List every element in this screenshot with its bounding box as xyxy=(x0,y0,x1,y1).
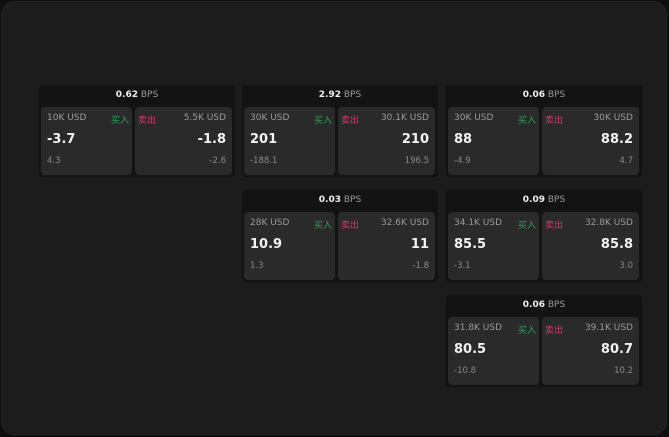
bid-change: -10.8 xyxy=(454,366,476,376)
sell-label: 卖出 xyxy=(545,221,564,231)
bid-size: 28K USD xyxy=(250,218,290,228)
sell-label: 卖出 xyxy=(138,116,157,126)
quote-card: 2.92 BPS 30K USD 买入 201 -188.1 卖出 30.1K USD 210… xyxy=(242,85,438,177)
bid-price: 88 xyxy=(454,132,473,147)
bid-size: 30K USD xyxy=(454,113,494,123)
ask-price: 85.8 xyxy=(600,237,633,252)
spread-value: 0.03 xyxy=(318,195,341,205)
spread-value: 0.62 xyxy=(115,90,138,100)
sell-panel[interactable]: 卖出 30.1K USD 210 196.5 xyxy=(338,107,435,175)
spread-header: 2.92 BPS xyxy=(242,85,438,105)
spread-header: 0.06 BPS xyxy=(446,295,642,315)
bid-size: 10K USD xyxy=(47,113,87,123)
spread-unit: BPS xyxy=(547,300,566,310)
ask-change: -2.6 xyxy=(209,156,226,166)
sell-panel[interactable]: 卖出 32.8K USD 85.8 3.0 xyxy=(542,212,639,280)
bid-price: -3.7 xyxy=(47,132,76,147)
bid-size: 31.8K USD xyxy=(454,323,503,333)
bid-change: -188.1 xyxy=(250,156,278,166)
buy-label: 买入 xyxy=(313,116,332,126)
quote-card: 0.62 BPS 10K USD 买入 -3.7 4.3 卖出 5.5K USD -1.8 -2… xyxy=(39,85,235,177)
spread-unit: BPS xyxy=(547,195,566,205)
sell-panel[interactable]: 卖出 30K USD 88.2 4.7 xyxy=(542,107,639,175)
quote-card: 0.03 BPS 28K USD 买入 10.9 1.3 卖出 32.6K USD 11 -1.… xyxy=(242,190,438,282)
spread-header: 0.62 BPS xyxy=(39,85,235,105)
bid-price: 80.5 xyxy=(454,342,487,357)
sell-panel[interactable]: 卖出 39.1K USD 80.7 10.2 xyxy=(542,317,639,385)
ask-price: 210 xyxy=(401,132,429,147)
ask-price: 88.2 xyxy=(600,132,633,147)
buy-label: 买入 xyxy=(110,116,129,126)
bid-price: 85.5 xyxy=(454,237,487,252)
bid-change: 4.3 xyxy=(47,156,61,166)
ask-size: 5.5K USD xyxy=(183,113,226,123)
buy-panel[interactable]: 10K USD 买入 -3.7 4.3 xyxy=(41,107,132,175)
spread-value: 0.09 xyxy=(522,195,545,205)
buy-panel[interactable]: 31.8K USD 买入 80.5 -10.8 xyxy=(448,317,539,385)
ask-price: 80.7 xyxy=(600,342,633,357)
quote-card: 0.06 BPS 30K USD 买入 88 -4.9 卖出 30K USD 88.2 4.7 xyxy=(446,85,642,177)
ask-size: 30K USD xyxy=(593,113,633,123)
spread-header: 0.06 BPS xyxy=(446,85,642,105)
ask-change: 10.2 xyxy=(614,366,633,376)
buy-label: 买入 xyxy=(517,221,536,231)
buy-label: 买入 xyxy=(313,221,332,231)
spread-value: 0.06 xyxy=(522,300,545,310)
buy-label: 买入 xyxy=(517,326,536,336)
quote-card: 0.09 BPS 34.1K USD 买入 85.5 -3.1 卖出 32.8K USD 85… xyxy=(446,190,642,282)
ask-size: 30.1K USD xyxy=(380,113,429,123)
sell-label: 卖出 xyxy=(545,116,564,126)
quote-card: 0.06 BPS 31.8K USD 买入 80.5 -10.8 卖出 39.1K USD 8… xyxy=(446,295,642,387)
bid-change: -3.1 xyxy=(454,261,471,271)
ask-price: 11 xyxy=(410,237,429,252)
bid-change: 1.3 xyxy=(250,261,264,271)
ask-size: 32.8K USD xyxy=(584,218,633,228)
spread-header: 0.09 BPS xyxy=(446,190,642,210)
buy-panel[interactable]: 30K USD 买入 88 -4.9 xyxy=(448,107,539,175)
buy-panel[interactable]: 28K USD 买入 10.9 1.3 xyxy=(244,212,335,280)
sell-label: 卖出 xyxy=(341,221,360,231)
bid-size: 30K USD xyxy=(250,113,290,123)
bid-change: -4.9 xyxy=(454,156,471,166)
buy-panel[interactable]: 30K USD 买入 201 -188.1 xyxy=(244,107,335,175)
buy-panel[interactable]: 34.1K USD 买入 85.5 -3.1 xyxy=(448,212,539,280)
sell-label: 卖出 xyxy=(341,116,360,126)
ask-change: -1.8 xyxy=(412,261,429,271)
ask-size: 39.1K USD xyxy=(584,323,633,333)
spread-unit: BPS xyxy=(343,90,362,100)
bid-size: 34.1K USD xyxy=(454,218,503,228)
ask-change: 196.5 xyxy=(404,156,429,166)
ask-change: 4.7 xyxy=(619,156,633,166)
buy-label: 买入 xyxy=(517,116,536,126)
bid-price: 201 xyxy=(250,132,278,147)
sell-label: 卖出 xyxy=(545,326,564,336)
ask-size: 32.6K USD xyxy=(380,218,429,228)
spread-unit: BPS xyxy=(547,90,566,100)
spread-header: 0.03 BPS xyxy=(242,190,438,210)
spread-value: 2.92 xyxy=(318,90,341,100)
sell-panel[interactable]: 卖出 5.5K USD -1.8 -2.6 xyxy=(135,107,232,175)
spread-unit: BPS xyxy=(343,195,362,205)
spread-value: 0.06 xyxy=(522,90,545,100)
ask-change: 3.0 xyxy=(619,261,633,271)
bid-price: 10.9 xyxy=(250,237,283,252)
spread-unit: BPS xyxy=(140,90,159,100)
ask-price: -1.8 xyxy=(197,132,226,147)
sell-panel[interactable]: 卖出 32.6K USD 11 -1.8 xyxy=(338,212,435,280)
